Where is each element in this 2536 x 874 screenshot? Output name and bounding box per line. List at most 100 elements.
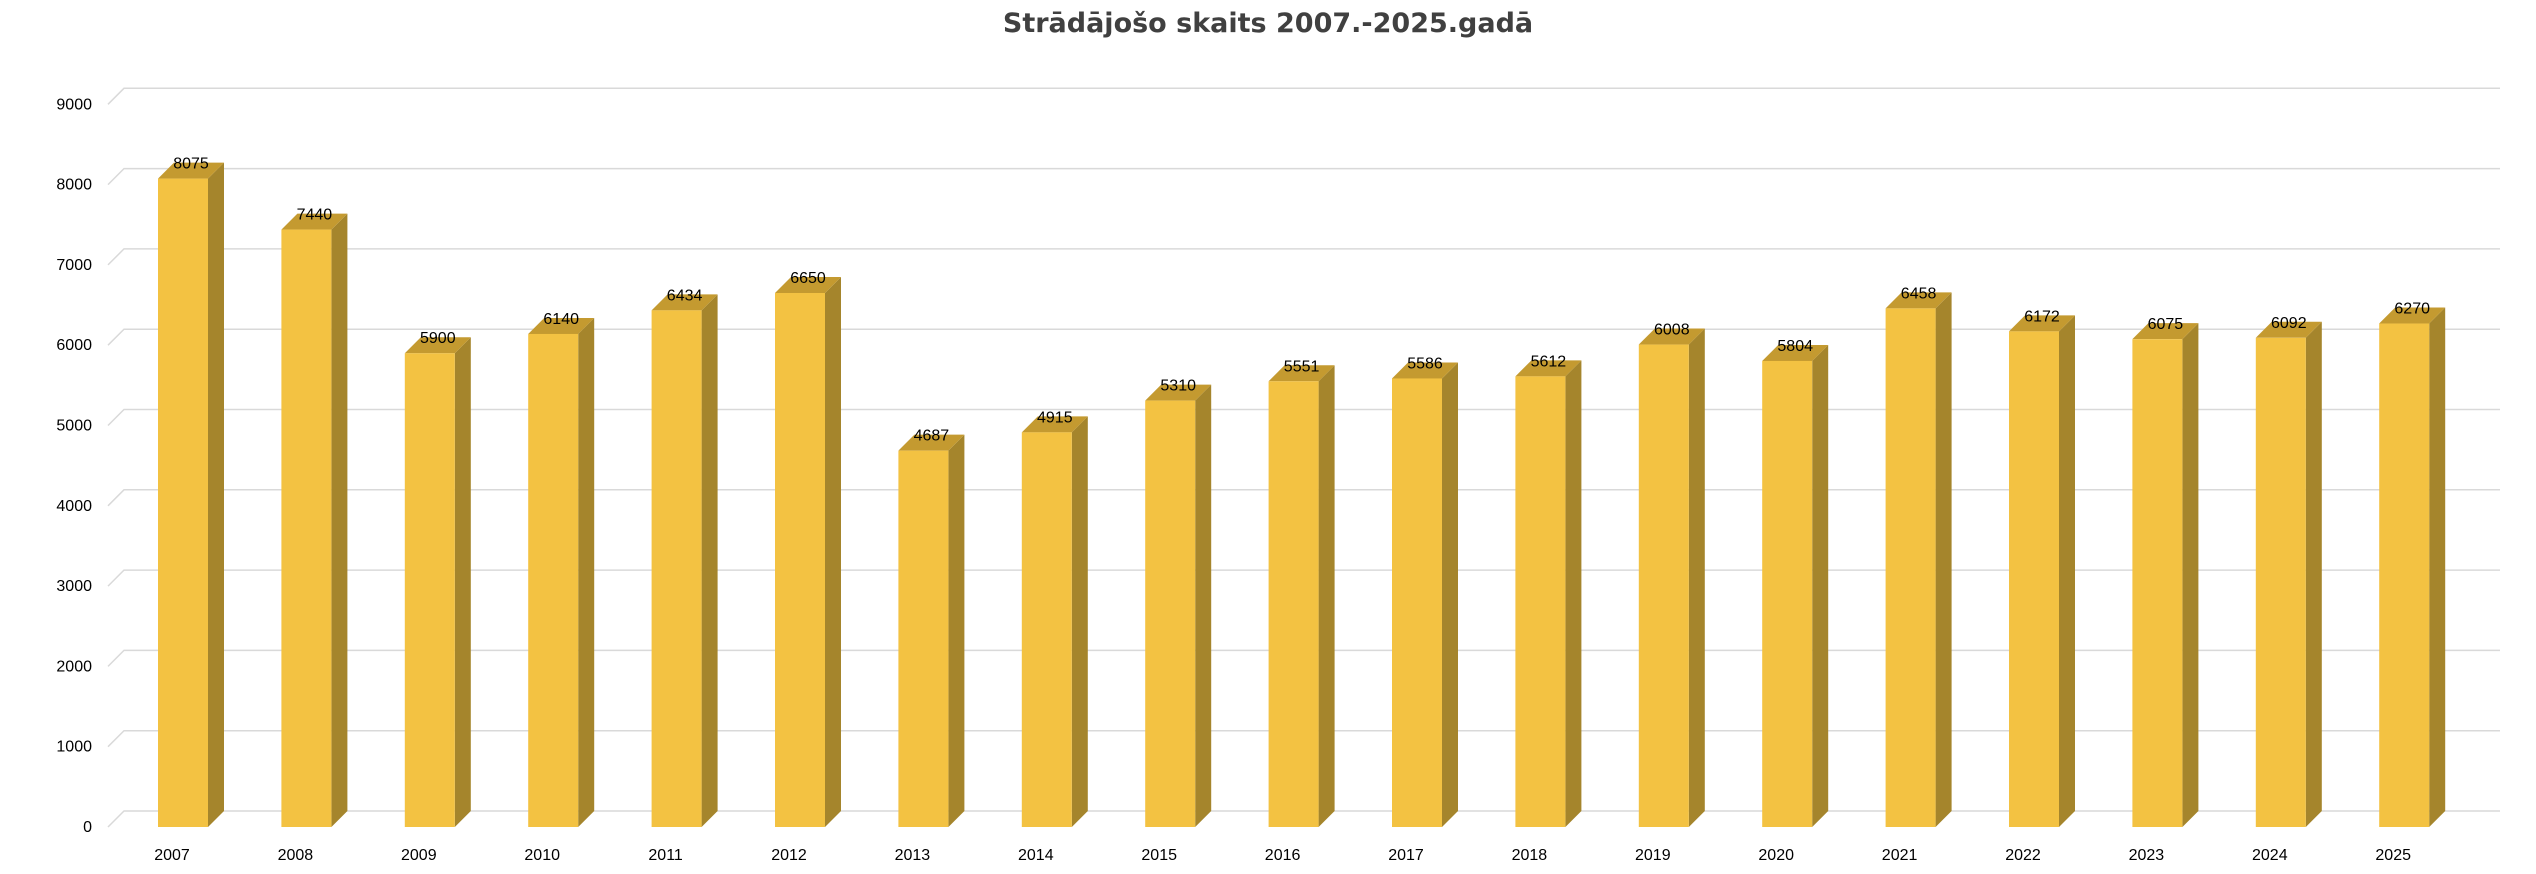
bar-side — [1318, 365, 1335, 827]
bar-front — [775, 293, 825, 827]
bar-front — [898, 450, 949, 827]
x-tick-label: 2020 — [1758, 847, 1794, 864]
x-tick-label: 2017 — [1388, 847, 1424, 864]
x-tick-label: 2022 — [2005, 847, 2041, 864]
bar-front — [1885, 308, 1936, 827]
data-label: 8075 — [173, 156, 209, 173]
bar-2017 — [1392, 362, 1458, 827]
bar-side — [1565, 360, 1582, 827]
bar-front — [1638, 344, 1689, 827]
bar-2014 — [1021, 416, 1088, 827]
bar-side — [1812, 344, 1829, 827]
bar-side — [578, 317, 595, 827]
bar-top — [1638, 328, 1705, 345]
gridline — [107, 248, 2500, 266]
bar-2021 — [1885, 292, 1952, 827]
bar-top — [2255, 321, 2322, 338]
bar-2019 — [1638, 328, 1705, 827]
bar-side — [331, 213, 348, 827]
x-tick-label: 2024 — [2252, 847, 2288, 864]
y-tick-label: 6000 — [56, 337, 92, 354]
bar-front — [1268, 381, 1319, 827]
data-label: 6434 — [667, 287, 703, 304]
x-tick-label: 2019 — [1635, 847, 1671, 864]
bar-front — [404, 353, 455, 827]
data-label: 6140 — [543, 311, 579, 328]
gridline — [107, 408, 2500, 427]
bar-front — [2255, 337, 2306, 827]
x-axis: 2007 2008 2009 2010 2011 2012 2013 2014 2015 2016… — [154, 847, 2411, 864]
bar-front — [1145, 400, 1196, 827]
x-tick-label: 2007 — [154, 847, 190, 864]
x-tick-label: 2025 — [2375, 847, 2411, 864]
gridlines — [107, 87, 2500, 828]
y-tick-label: 1000 — [56, 739, 92, 756]
bar-top — [1021, 416, 1088, 433]
bar-top — [1268, 365, 1335, 382]
bar-front — [651, 310, 702, 827]
y-tick-label: 3000 — [56, 578, 92, 595]
bar-top — [651, 294, 718, 311]
bar-2016 — [1268, 365, 1335, 827]
x-tick-label: 2018 — [1512, 847, 1548, 864]
gridline — [107, 489, 2500, 507]
gridline — [107, 569, 2500, 587]
bar-2009 — [404, 337, 471, 827]
bar-front — [2132, 339, 2183, 827]
bar-front — [2379, 323, 2430, 827]
x-tick-label: 2016 — [1265, 847, 1301, 864]
y-tick-label: 4000 — [56, 498, 92, 515]
data-label: 5612 — [1531, 353, 1567, 370]
y-axis: 0 1000 2000 3000 4000 5000 6000 7000 8000 9000 — [56, 96, 92, 836]
gridline — [107, 729, 2500, 748]
x-tick-label: 2011 — [648, 847, 683, 864]
data-label: 4687 — [914, 428, 950, 445]
data-label: 6008 — [1654, 322, 1690, 339]
bar-side — [454, 337, 471, 827]
bar-top — [404, 337, 471, 354]
x-tick-label: 2009 — [401, 847, 437, 864]
x-tick-label: 2010 — [524, 847, 560, 864]
bar-side — [2182, 323, 2199, 827]
y-tick-label: 8000 — [56, 177, 92, 194]
x-tick-label: 2012 — [771, 847, 807, 864]
bar-side — [1935, 292, 1952, 827]
data-label: 5310 — [1160, 378, 1196, 395]
y-tick-label: 0 — [83, 819, 92, 836]
bar-front — [2009, 331, 2059, 827]
bar-top — [2379, 307, 2446, 324]
bar-top — [158, 162, 224, 179]
bar-front — [1392, 378, 1442, 827]
x-tick-label: 2013 — [895, 847, 931, 864]
bar-2007 — [158, 162, 224, 827]
bar-2013 — [898, 434, 965, 827]
bar-side — [1071, 416, 1088, 827]
y-tick-label: 2000 — [56, 658, 92, 675]
data-label: 5586 — [1407, 355, 1443, 372]
bar-side — [2305, 321, 2322, 827]
data-label: 7440 — [297, 207, 333, 224]
bar-top — [528, 317, 595, 334]
bar-side — [2429, 307, 2446, 827]
bar-side — [1442, 362, 1458, 827]
x-tick-label: 2021 — [1882, 847, 1918, 864]
bar-2010 — [528, 317, 595, 827]
bar-top — [1515, 360, 1582, 377]
data-label: 5804 — [1777, 338, 1813, 355]
bar-front — [1021, 432, 1072, 827]
bar-2024 — [2255, 321, 2322, 827]
bar-2011 — [651, 294, 718, 827]
data-label: 4915 — [1037, 409, 1073, 426]
bar-top — [2009, 315, 2075, 332]
bar-front — [1762, 360, 1813, 827]
bar-front — [281, 229, 332, 827]
bar-side — [1195, 384, 1212, 827]
data-label: 6650 — [790, 270, 826, 287]
data-label: 5551 — [1284, 358, 1320, 375]
bar-2022 — [2009, 315, 2075, 827]
x-tick-label: 2023 — [2129, 847, 2165, 864]
bar-2018 — [1515, 360, 1582, 827]
bar-side — [701, 294, 718, 827]
bar-front — [528, 333, 579, 827]
bar-side — [948, 434, 965, 827]
